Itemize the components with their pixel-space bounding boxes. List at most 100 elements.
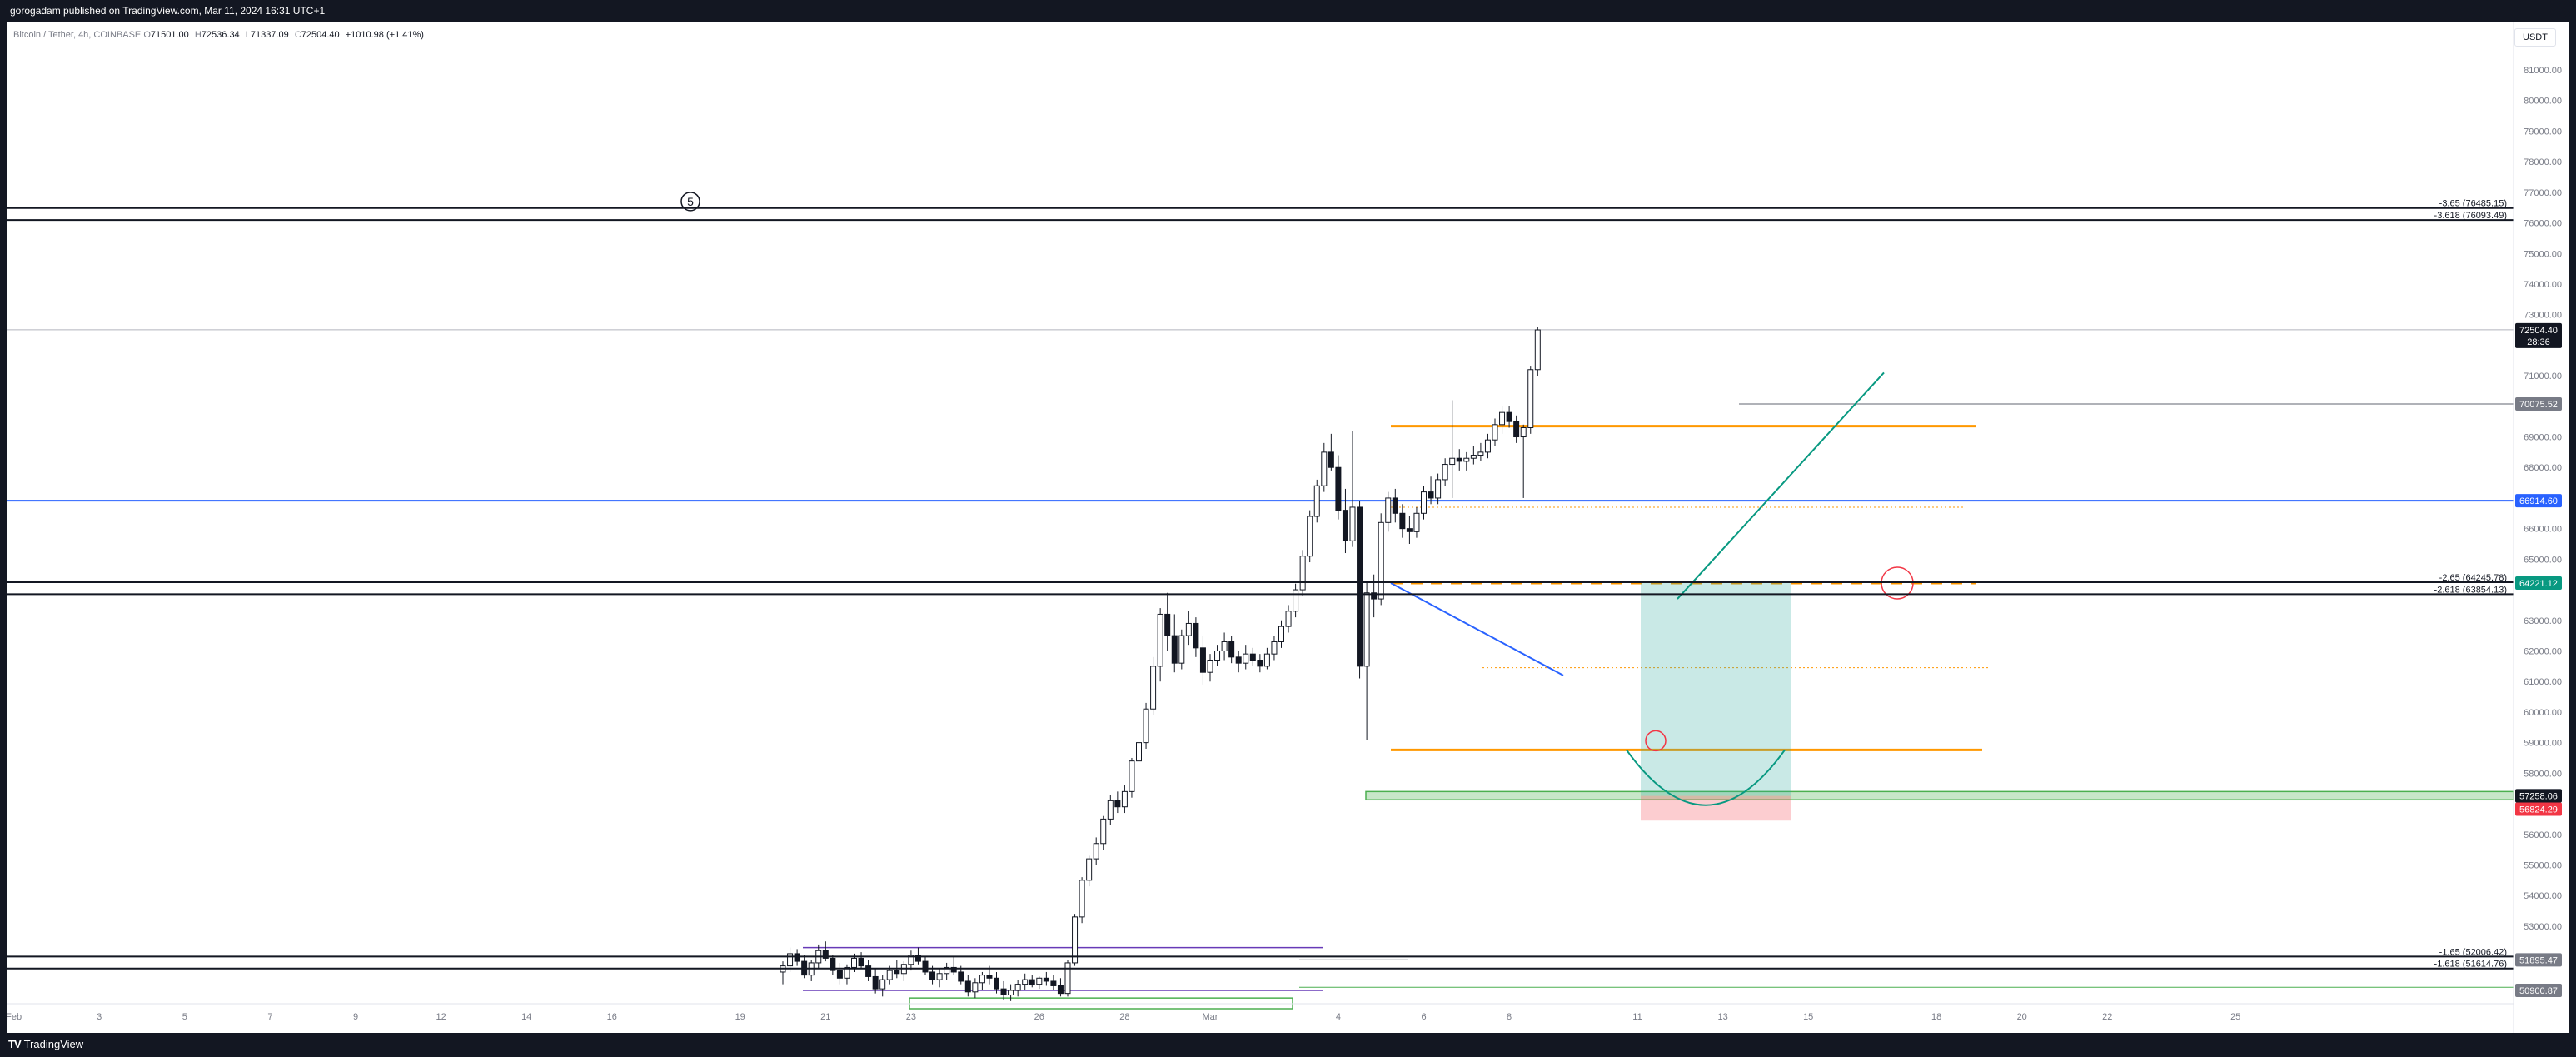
candle-body — [801, 960, 808, 976]
price-tag — [2515, 494, 2562, 508]
candle — [1399, 504, 1406, 538]
low-value: 71337.09 — [250, 30, 289, 40]
fib-level-label: -1.618 (51614.76) — [2434, 960, 2507, 970]
candle-body — [1435, 479, 1442, 499]
candle-body — [1313, 485, 1320, 517]
candle — [1185, 611, 1192, 646]
candle — [986, 965, 993, 985]
price-tick-label: 54000.00 — [2524, 891, 2562, 901]
time-tick-label: 26 — [1034, 1012, 1044, 1022]
candle-body — [1093, 843, 1099, 860]
candle-body — [830, 957, 836, 971]
candle — [1100, 815, 1107, 850]
candle — [1307, 510, 1313, 563]
candle — [844, 964, 850, 985]
price-tick-label: 56000.00 — [2524, 830, 2562, 840]
candle — [922, 956, 929, 975]
candle-body — [815, 950, 822, 964]
candle-body — [1477, 451, 1484, 456]
candle-body — [1235, 656, 1242, 664]
candle — [1313, 479, 1320, 523]
candle-body — [865, 965, 872, 977]
tradingview-logo-icon: TV — [8, 1038, 22, 1050]
symbol-title[interactable]: Bitcoin / Tether, 4h, COINBASE — [13, 30, 142, 40]
fib-level-label: -2.65 (64245.78) — [2439, 573, 2507, 583]
price-tick-label: 80000.00 — [2524, 97, 2562, 107]
candle-body — [1243, 653, 1249, 664]
red-circle-marker — [1881, 566, 1914, 600]
time-tick-label: 21 — [820, 1012, 830, 1022]
candle — [1285, 605, 1292, 633]
candle — [1321, 442, 1328, 492]
candle — [1008, 984, 1014, 1001]
candle — [822, 941, 829, 962]
candle — [1221, 632, 1228, 661]
price-tag — [2515, 576, 2562, 590]
candle-body — [1136, 742, 1142, 762]
time-tick-label: 12 — [436, 1012, 446, 1022]
candle-body — [1164, 613, 1171, 636]
stop-zone — [1641, 795, 1791, 821]
time-tick-label: 13 — [1717, 1012, 1727, 1022]
candle-body — [1321, 451, 1328, 486]
candle-body — [1442, 464, 1448, 481]
time-tick-label: 4 — [1336, 1012, 1341, 1022]
price-tick-label: 59000.00 — [2524, 739, 2562, 749]
price-tick-label: 55000.00 — [2524, 860, 2562, 870]
candle-body — [1221, 641, 1228, 651]
candle-body — [964, 980, 971, 993]
candle — [872, 969, 879, 994]
candle-body — [1299, 556, 1306, 591]
candle-body — [1520, 427, 1527, 438]
time-tick-label: 3 — [97, 1012, 102, 1022]
open-label: O — [143, 30, 151, 40]
candle — [1484, 433, 1491, 459]
candle — [1228, 636, 1235, 664]
candle-body — [1363, 592, 1370, 667]
time-tick-label: 7 — [267, 1012, 272, 1022]
candle — [1335, 455, 1342, 520]
target-zone — [1641, 582, 1791, 796]
currency-button[interactable]: USDT — [2514, 28, 2556, 47]
candle-body — [1335, 466, 1342, 511]
candle-body — [1008, 990, 1014, 995]
candle — [1477, 442, 1484, 461]
candle-body — [972, 982, 979, 993]
candle — [1349, 431, 1356, 547]
brand[interactable]: TV TradingView — [8, 1038, 83, 1050]
price-tick-label: 61000.00 — [2524, 677, 2562, 687]
candle — [1164, 592, 1171, 651]
candle-body — [1121, 790, 1128, 808]
candle — [1022, 973, 1029, 990]
price-tag-label: 57268.50 — [2519, 791, 2558, 801]
candle-body — [1000, 988, 1007, 995]
candle-body — [851, 957, 857, 968]
candle — [1492, 418, 1498, 446]
candle-body — [1086, 858, 1093, 881]
candle-body — [1449, 457, 1456, 466]
price-tick-label: 73000.00 — [2524, 311, 2562, 321]
candle — [1328, 433, 1334, 471]
candle-body — [1527, 369, 1534, 429]
candle — [879, 975, 886, 997]
fib-level-label: -3.618 (76093.49) — [2434, 211, 2507, 221]
candle — [1371, 574, 1378, 618]
candle-body — [929, 971, 936, 980]
time-tick-label: Mar — [1203, 1012, 1218, 1022]
candle — [1534, 327, 1541, 376]
time-tick-label: 11 — [1632, 1012, 1642, 1022]
candle-body — [1506, 411, 1512, 422]
candle — [1064, 960, 1071, 997]
candle — [994, 971, 999, 994]
time-tick-label: 19 — [735, 1012, 745, 1022]
candle-body — [1014, 984, 1021, 991]
candle-body — [1050, 980, 1057, 986]
candle-body — [1278, 626, 1284, 642]
high-label: H — [194, 30, 202, 40]
candle-body — [1392, 497, 1398, 514]
candle-body — [1349, 506, 1356, 541]
candle-body — [787, 953, 794, 967]
time-tick-label: 15 — [1803, 1012, 1813, 1022]
candle — [851, 953, 857, 972]
